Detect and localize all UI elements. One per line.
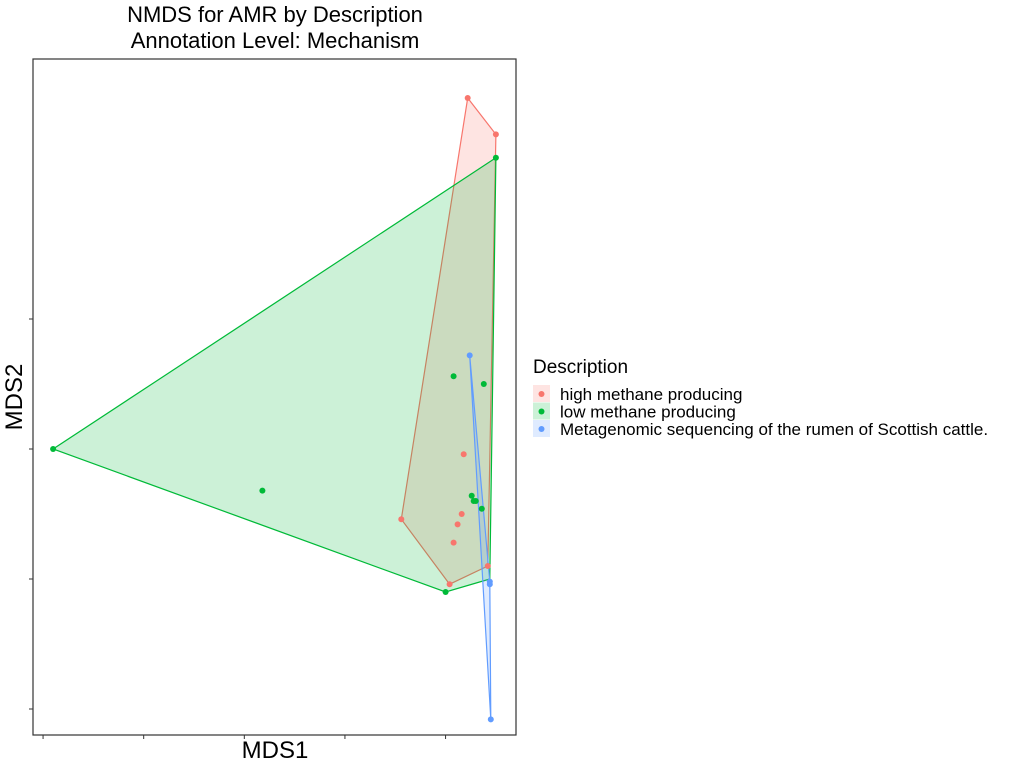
point-series-0-7 [454, 521, 461, 528]
point-series-0-3 [450, 539, 457, 546]
point-series-0-1 [492, 131, 499, 138]
chart-title-line-1: NMDS for AMR by Description [127, 2, 423, 27]
point-series-0-5 [458, 511, 465, 517]
point-series-0-4 [446, 581, 453, 588]
point-series-2-3 [487, 716, 494, 723]
point-series-0-2 [398, 516, 405, 523]
legend-title: Description [533, 357, 628, 378]
point-series-1-9 [478, 505, 485, 512]
legend-dot-1 [538, 408, 545, 415]
legend-dot-2 [538, 426, 545, 432]
legend-label-1: low methane producing [560, 403, 736, 422]
point-series-1-8 [472, 498, 479, 504]
legend-label-0: high methane producing [560, 385, 742, 404]
hull-series-1 [51, 156, 497, 593]
point-series-2-0 [466, 352, 473, 359]
point-series-1-6 [468, 492, 475, 499]
point-layer [50, 95, 499, 723]
point-series-1-5 [480, 381, 487, 387]
hull-series-0 [400, 96, 497, 585]
legend-label-2: Metagenomic sequencing of the rumen of S… [560, 420, 988, 439]
point-series-0-6 [484, 563, 491, 569]
chart-title-line-2: Annotation Level: Mechanism [131, 28, 420, 53]
y-axis-label: MDS2 [1, 364, 28, 431]
point-series-0-0 [464, 95, 471, 101]
tick-layer [29, 318, 447, 739]
x-axis-label: MDS1 [242, 737, 309, 764]
point-series-1-4 [450, 373, 457, 380]
plot-panel-border [32, 58, 517, 736]
point-series-1-0 [492, 154, 499, 161]
point-series-0-8 [460, 451, 467, 458]
point-series-1-2 [259, 487, 266, 494]
legend-dot-0 [538, 391, 545, 397]
point-series-1-1 [50, 446, 57, 452]
point-series-1-3 [442, 589, 449, 595]
hull-layer [51, 96, 497, 720]
point-series-2-2 [486, 581, 493, 588]
hull-series-2 [469, 355, 492, 720]
